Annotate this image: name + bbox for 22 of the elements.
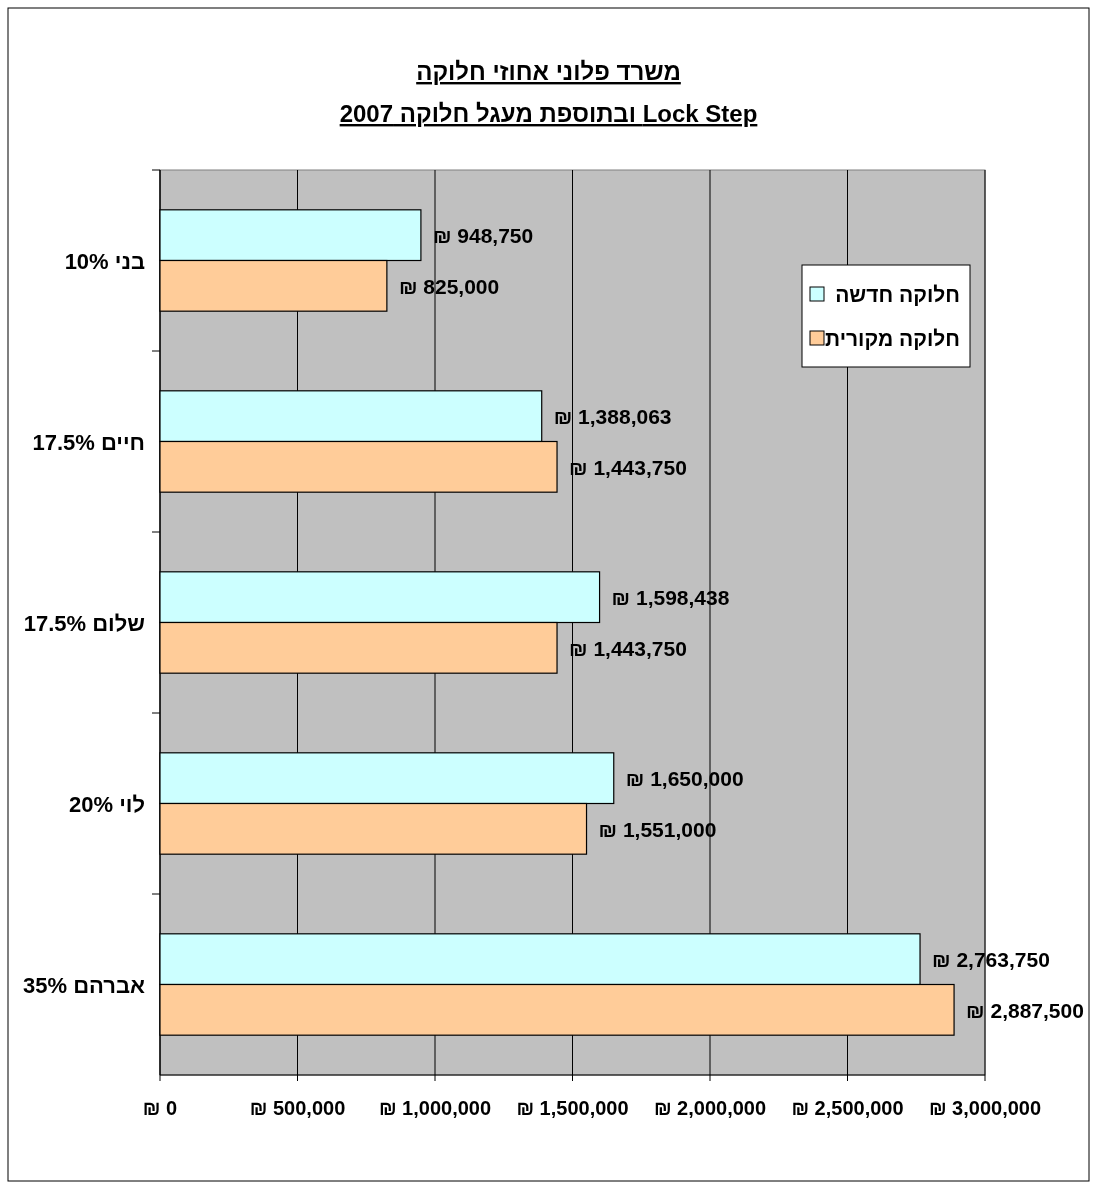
- y-tick-label: לוי 20%: [68, 791, 145, 817]
- x-tick-label: ₪ 0: [142, 1097, 178, 1119]
- y-tick-label: חיים 17.5%: [32, 429, 145, 455]
- data-label: ₪ 1,650,000: [625, 767, 744, 791]
- data-label: ₪ 825,000: [398, 274, 500, 298]
- x-tick-label: ₪ 1,500,000: [516, 1097, 629, 1119]
- y-tick-label: שלום 17.5%: [23, 610, 145, 636]
- data-label: ₪ 1,598,438: [611, 586, 730, 610]
- y-tick-label: בני 10%: [64, 248, 145, 274]
- legend-label: חלוקה חדשה: [835, 283, 960, 306]
- x-tick-label: ₪ 2,000,000: [653, 1097, 767, 1119]
- data-label: ₪ 2,887,500: [966, 998, 1084, 1022]
- chart-title: משרד פלוני אחוזי חלוקה Lock Step ובתוספת מעגל חלוקה 2007: [339, 58, 758, 127]
- x-tick-label: ₪ 1,000,000: [378, 1097, 492, 1119]
- data-label: ₪ 1,551,000: [598, 817, 717, 841]
- legend-label: חלוקה מקורית: [824, 327, 960, 350]
- data-label: ₪ 948,750: [432, 224, 534, 248]
- x-tick-label: ₪ 500,000: [249, 1097, 346, 1119]
- x-tick-label: ₪ 3,000,000: [928, 1097, 1042, 1119]
- x-tick-label: ₪ 2,500,000: [791, 1097, 904, 1119]
- data-label: ₪ 1,388,063: [553, 405, 672, 429]
- y-tick-label: אברהם 35%: [23, 972, 145, 998]
